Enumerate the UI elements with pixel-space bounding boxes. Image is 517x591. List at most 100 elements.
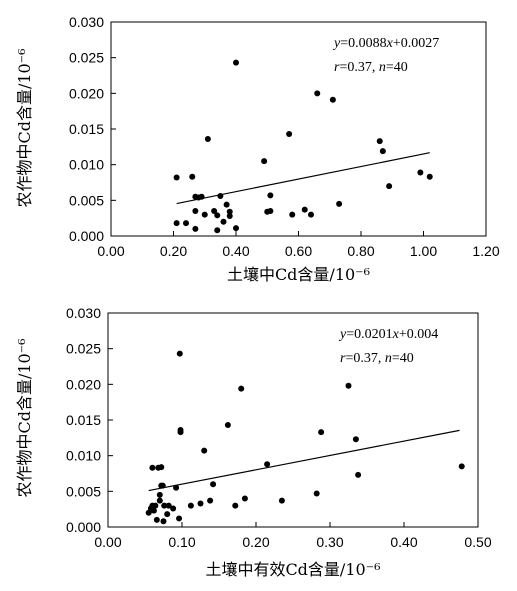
data-point: [301, 206, 308, 213]
data-point: [158, 464, 165, 471]
data-point: [313, 490, 320, 497]
scatter-panel-1: 0.000 0.005 0.010 0.015 0.020 0.025 0.030 0.00 0…: [15, 14, 500, 284]
y-tick-label: 0.000: [66, 519, 101, 535]
correlation-stats: r=0.37, n=40: [340, 351, 414, 366]
x-tick-label: 0.30: [316, 534, 343, 550]
regression-equation: y=0.0088x+0.0027: [332, 36, 439, 51]
data-point: [224, 421, 231, 428]
data-point: [264, 461, 271, 468]
data-point: [173, 220, 180, 227]
x-tick-label: 0.20: [242, 534, 269, 550]
data-point: [233, 225, 239, 232]
data-point: [355, 471, 362, 478]
data-point: [308, 211, 314, 218]
x-tick-label: 0.50: [464, 534, 491, 550]
data-point: [187, 502, 194, 509]
x-axis-label: 土壤中Cd含量/10⁻⁶: [227, 265, 370, 284]
y-tick-label: 0.010: [66, 448, 101, 464]
data-point: [201, 447, 208, 454]
data-point: [197, 500, 204, 507]
y-tick-label: 0.025: [66, 341, 101, 357]
data-point: [426, 173, 433, 180]
data-point: [267, 192, 274, 199]
data-point: [176, 515, 183, 522]
y-tick-label: 0.020: [69, 85, 104, 101]
y-tick-label: 0.010: [69, 157, 104, 173]
data-point: [386, 183, 393, 190]
plot-frame: [110, 21, 487, 237]
y-axis-label: 农作物中Cd含量/10⁻⁶: [15, 48, 34, 207]
data-point: [176, 350, 183, 357]
data-point: [159, 482, 166, 489]
data-point: [223, 201, 230, 208]
data-point: [289, 211, 296, 218]
data-point: [170, 505, 177, 512]
data-point: [376, 138, 383, 145]
data-point: [261, 158, 268, 165]
data-point: [458, 463, 465, 470]
data-point: [233, 59, 239, 66]
data-point: [267, 208, 274, 215]
data-point: [211, 208, 218, 215]
data-point: [314, 90, 321, 97]
x-axis-label: 土壤中有效Cd含量/10⁻⁶: [205, 560, 380, 579]
y-tick-label: 0.005: [66, 483, 101, 499]
x-tick-label: 0.00: [94, 534, 121, 550]
data-point: [204, 135, 211, 142]
x-tick-label: 0.60: [285, 243, 312, 259]
x-tick-label: 1.00: [410, 243, 437, 259]
data-point: [207, 497, 214, 504]
data-point: [183, 220, 189, 227]
scatter-panel-2: 0.000 0.005 0.010 0.015 0.020 0.025 0.030 0.00 0…: [15, 305, 492, 579]
data-point: [198, 193, 205, 200]
data-point: [417, 169, 424, 176]
x-tick-label: 0.40: [390, 534, 417, 550]
data-point: [286, 130, 293, 137]
data-point: [220, 218, 227, 225]
y-tick-label: 0.015: [66, 412, 101, 428]
data-point: [232, 502, 239, 509]
data-point: [217, 193, 224, 200]
data-point: [278, 497, 285, 504]
y-tick-label: 0.000: [69, 228, 104, 244]
data-point: [329, 96, 336, 103]
y-tick-label: 0.030: [69, 14, 104, 30]
data-point: [165, 502, 172, 509]
data-point: [192, 225, 199, 232]
x-tick-label: 0.80: [347, 243, 374, 259]
y-tick-label: 0.030: [66, 305, 101, 321]
data-point: [177, 429, 184, 436]
data-point: [226, 208, 233, 215]
regression-line: [148, 429, 460, 492]
data-point: [153, 516, 160, 523]
data-point: [164, 511, 171, 518]
x-tick-label: 0.00: [97, 243, 124, 259]
data-point: [160, 518, 167, 525]
data-point: [150, 507, 157, 514]
y-tick-label: 0.015: [69, 121, 104, 137]
regression-equation: y=0.0201x+0.004: [338, 327, 438, 342]
data-point: [189, 173, 196, 180]
data-point: [214, 227, 221, 234]
data-point: [156, 497, 163, 504]
data-point: [241, 495, 248, 502]
data-point: [226, 213, 233, 220]
data-point: [214, 212, 221, 219]
y-axis-label: 农作物中Cd含量/10⁻⁶: [15, 338, 34, 497]
data-point: [210, 481, 217, 488]
y-tick-label: 0.020: [66, 376, 101, 392]
x-tick-label: 0.10: [168, 534, 195, 550]
x-tick-label: 1.20: [472, 243, 499, 259]
x-tick-label: 0.40: [222, 243, 249, 259]
y-tick-label: 0.025: [69, 50, 104, 66]
data-point: [318, 429, 325, 436]
data-point: [201, 211, 208, 218]
data-point: [173, 484, 180, 491]
regression-line: [176, 152, 430, 205]
plot-frame: [107, 312, 479, 528]
data-point: [352, 436, 359, 443]
data-point: [149, 464, 156, 471]
x-tick-label: 0.20: [160, 243, 187, 259]
data-point: [238, 385, 245, 392]
